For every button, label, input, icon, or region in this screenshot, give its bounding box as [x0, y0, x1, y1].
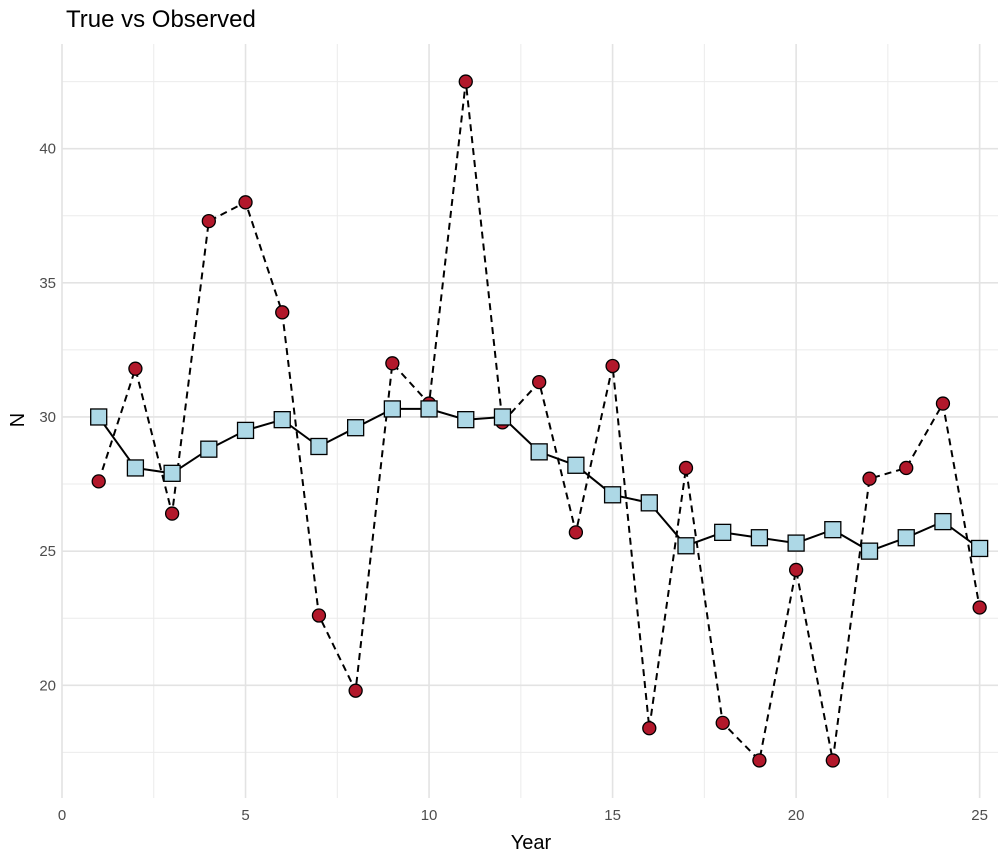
observed-series-point	[311, 608, 327, 623]
x-axis-title: Year	[511, 832, 552, 854]
true-series-point	[640, 494, 658, 512]
observed-series-point	[385, 356, 400, 371]
observed-series-line	[97, 81, 981, 763]
observed-series-point	[899, 460, 914, 476]
true-series-point	[420, 400, 438, 418]
true-series-point	[860, 542, 879, 560]
true-series-point	[273, 411, 291, 429]
observed-series-point	[862, 471, 877, 486]
y-axis-title: N	[7, 413, 29, 427]
true-series-point	[383, 400, 402, 418]
true-series-point	[493, 408, 512, 426]
observed-series-point	[568, 525, 584, 540]
true-series-point	[934, 512, 952, 531]
observed-series-point	[458, 74, 473, 89]
y-tick-label: 35	[39, 275, 56, 292]
observed-series-point	[532, 374, 547, 390]
true-series-point	[714, 523, 732, 542]
true-series-point	[677, 537, 695, 555]
true-series-point	[236, 421, 255, 440]
observed-series-point	[348, 683, 363, 698]
true-series-point	[603, 486, 622, 504]
true-series-point	[457, 411, 475, 429]
true-series-point	[163, 464, 181, 482]
observed-series-point	[715, 715, 730, 731]
observed-series-point	[972, 600, 987, 615]
observed-series-point	[605, 358, 620, 374]
true-series-point	[824, 521, 842, 539]
tick-label-layer: 0 5 10 15 20 25 20 25 30 35 40	[39, 141, 988, 824]
x-tick-label: 25	[971, 807, 988, 824]
true-series-point	[567, 456, 585, 474]
true-series-point	[530, 443, 548, 461]
true-series-point	[970, 539, 989, 558]
grid-layer	[61, 44, 998, 798]
observed-series-point	[275, 305, 290, 320]
true-series-line	[97, 407, 981, 553]
observed-series-point	[91, 474, 106, 489]
observed-series-point	[752, 753, 767, 768]
observed-series-point	[825, 753, 840, 768]
observed-series-point	[935, 396, 951, 411]
x-tick-label: 5	[241, 807, 249, 824]
observed-series-point	[678, 460, 694, 476]
chart-title: True vs Observed	[66, 6, 256, 33]
true-series-point	[897, 529, 915, 547]
true-series-point	[346, 419, 365, 437]
y-tick-label: 20	[39, 677, 56, 694]
x-tick-label: 15	[604, 807, 621, 824]
y-tick-label: 30	[39, 409, 56, 426]
series-layer	[90, 74, 989, 768]
true-series-point	[200, 440, 218, 458]
x-tick-label: 20	[788, 807, 805, 824]
true-series-point	[90, 408, 108, 426]
true-series-point	[750, 529, 769, 547]
true-series-point	[310, 437, 328, 456]
observed-series-point	[238, 195, 253, 210]
observed-series-point	[164, 506, 180, 521]
true-series-point	[126, 459, 145, 477]
observed-series-point	[642, 721, 657, 736]
true-series-point	[787, 534, 805, 552]
x-tick-label: 0	[58, 807, 66, 824]
y-tick-label: 40	[39, 141, 56, 158]
x-tick-label: 10	[421, 807, 438, 824]
observed-series-point	[201, 213, 216, 229]
observed-series-point	[788, 562, 804, 578]
observed-series-point	[128, 361, 143, 376]
y-tick-label: 25	[39, 543, 56, 560]
